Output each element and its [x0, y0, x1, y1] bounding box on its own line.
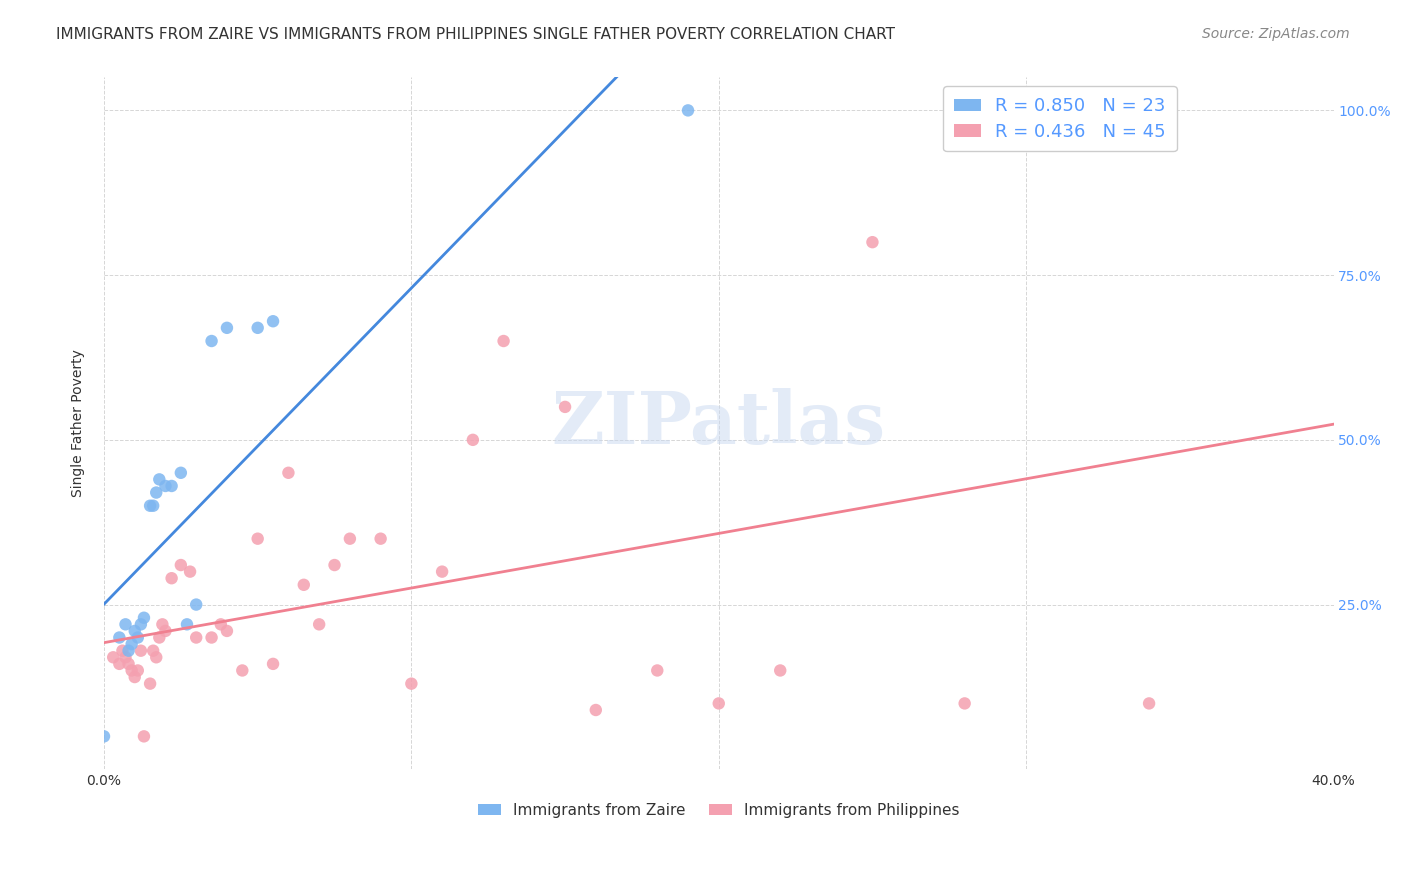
- Point: [200, 631, 222, 645]
- Point: [121, 664, 143, 678]
- Point: [132, 611, 155, 625]
- Point: [676, 103, 699, 118]
- Point: [145, 485, 167, 500]
- Point: [292, 578, 315, 592]
- Point: [262, 314, 284, 328]
- Point: [585, 703, 607, 717]
- Point: [155, 624, 177, 638]
- Point: [186, 598, 208, 612]
- Point: [209, 617, 232, 632]
- Point: [645, 664, 668, 678]
- Point: [129, 643, 152, 657]
- Point: [93, 730, 115, 744]
- Point: [707, 697, 730, 711]
- Text: Source: ZipAtlas.com: Source: ZipAtlas.com: [1202, 27, 1350, 41]
- Point: [176, 617, 198, 632]
- Point: [142, 499, 165, 513]
- Point: [124, 670, 146, 684]
- Point: [114, 617, 136, 632]
- Point: [160, 479, 183, 493]
- Point: [170, 466, 193, 480]
- Point: [246, 532, 269, 546]
- Point: [1046, 103, 1069, 118]
- Point: [246, 321, 269, 335]
- Point: [461, 433, 484, 447]
- Point: [215, 321, 238, 335]
- Point: [277, 466, 299, 480]
- Point: [124, 624, 146, 638]
- Text: ZIPatlas: ZIPatlas: [551, 388, 886, 458]
- Point: [142, 643, 165, 657]
- Point: [148, 631, 170, 645]
- Point: [1137, 697, 1160, 711]
- Point: [114, 650, 136, 665]
- Point: [117, 643, 139, 657]
- Point: [308, 617, 330, 632]
- Point: [139, 676, 162, 690]
- Legend: Immigrants from Zaire, Immigrants from Philippines: Immigrants from Zaire, Immigrants from P…: [472, 797, 966, 824]
- Point: [127, 631, 149, 645]
- Point: [231, 664, 253, 678]
- Point: [554, 400, 576, 414]
- Point: [862, 235, 884, 249]
- Point: [262, 657, 284, 671]
- Point: [953, 697, 976, 711]
- Point: [200, 334, 222, 348]
- Point: [132, 730, 155, 744]
- Point: [145, 650, 167, 665]
- Point: [108, 631, 131, 645]
- Point: [150, 617, 173, 632]
- Point: [129, 617, 152, 632]
- Point: [215, 624, 238, 638]
- Point: [160, 571, 183, 585]
- Point: [121, 637, 143, 651]
- Point: [148, 472, 170, 486]
- Text: IMMIGRANTS FROM ZAIRE VS IMMIGRANTS FROM PHILIPPINES SINGLE FATHER POVERTY CORRE: IMMIGRANTS FROM ZAIRE VS IMMIGRANTS FROM…: [56, 27, 896, 42]
- Point: [323, 558, 346, 572]
- Point: [430, 565, 453, 579]
- Y-axis label: Single Father Poverty: Single Father Poverty: [72, 350, 86, 498]
- Point: [401, 676, 423, 690]
- Point: [155, 479, 177, 493]
- Point: [117, 657, 139, 671]
- Point: [492, 334, 515, 348]
- Point: [179, 565, 201, 579]
- Point: [370, 532, 392, 546]
- Point: [769, 664, 792, 678]
- Point: [139, 499, 162, 513]
- Point: [111, 643, 134, 657]
- Point: [103, 650, 125, 665]
- Point: [186, 631, 208, 645]
- Point: [339, 532, 361, 546]
- Point: [170, 558, 193, 572]
- Point: [108, 657, 131, 671]
- Point: [127, 664, 149, 678]
